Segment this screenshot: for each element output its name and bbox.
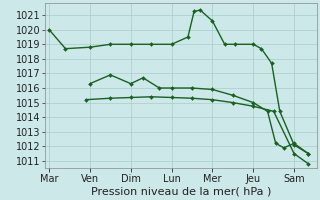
X-axis label: Pression niveau de la mer( hPa ): Pression niveau de la mer( hPa ) <box>91 187 271 197</box>
